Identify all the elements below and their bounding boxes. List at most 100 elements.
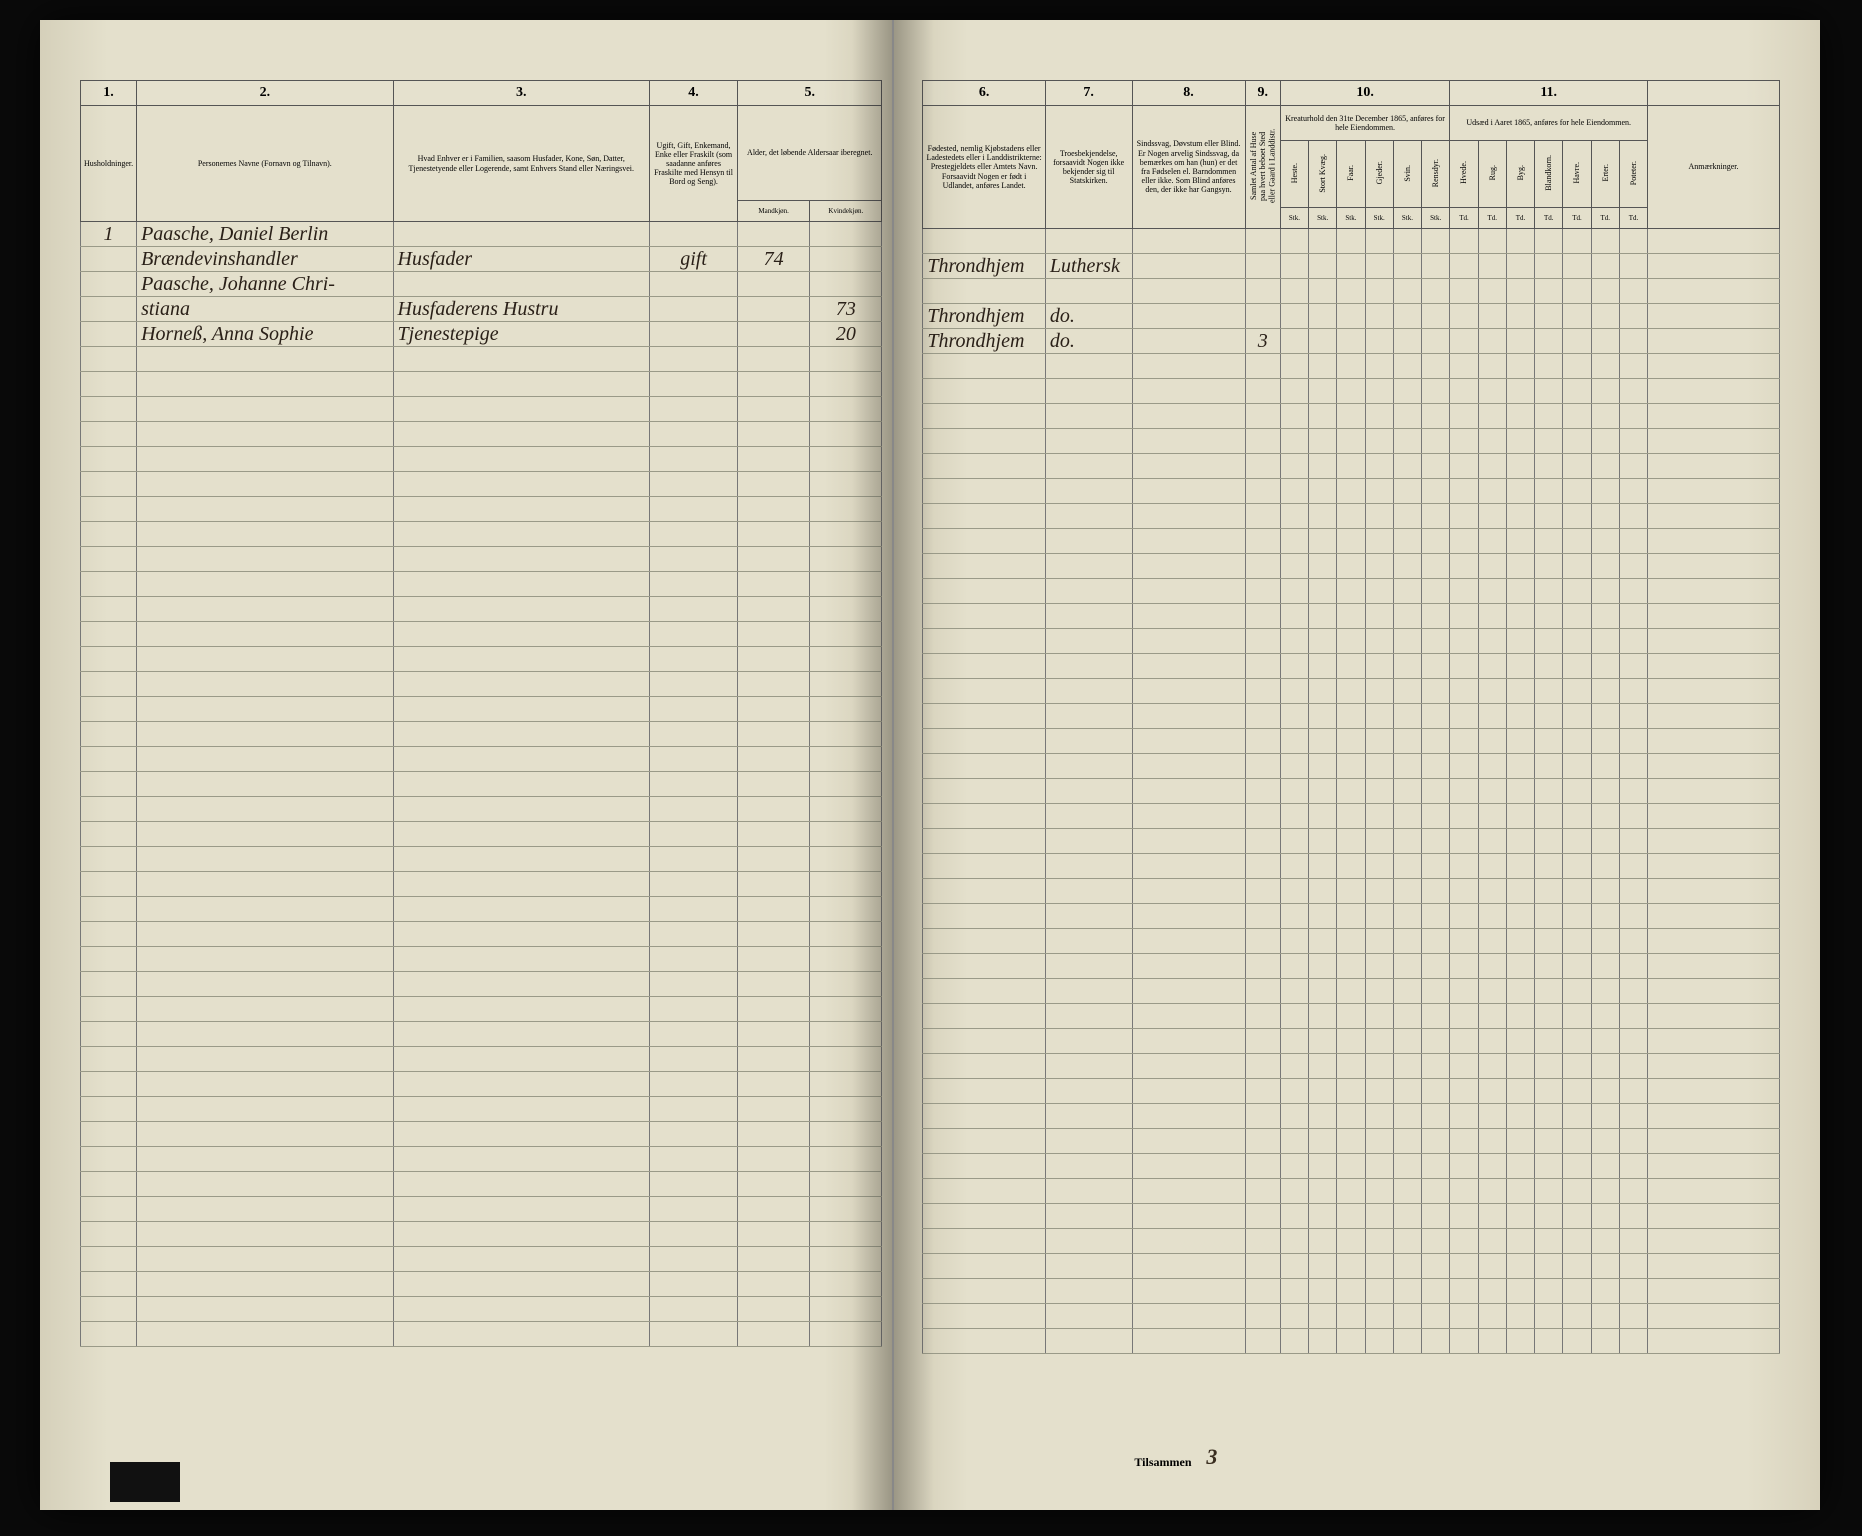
- narrow-cell-8: [1506, 1179, 1534, 1204]
- cell-right-3: [1245, 479, 1280, 504]
- narrow-cell-8: [1506, 954, 1534, 979]
- narrow-cell-8: [1506, 279, 1534, 304]
- narrow-cell-0: [1280, 979, 1308, 1004]
- cell-left-2: [393, 972, 649, 997]
- table-row: [81, 522, 882, 547]
- cell-right-0: [923, 679, 1045, 704]
- narrow-cell-2: [1337, 604, 1365, 629]
- narrow-cell-4: [1393, 904, 1421, 929]
- narrow-cell-3: [1365, 329, 1393, 354]
- cell-right-1: [1045, 504, 1132, 529]
- cell-left-2: [393, 797, 649, 822]
- cell-right-2: [1132, 1279, 1245, 1304]
- narrow-cell-4: [1393, 1104, 1421, 1129]
- cell-right-3: [1245, 1329, 1280, 1354]
- narrow-cell-9: [1535, 229, 1563, 254]
- narrow-cell-2: [1337, 1204, 1365, 1229]
- cell-left-4: [738, 397, 810, 422]
- colnum-2: 2.: [137, 81, 393, 106]
- col11-label-2: Byg.: [1506, 141, 1534, 208]
- narrow-cell-5: [1422, 479, 1450, 504]
- cell-left-5: [810, 247, 882, 272]
- cell-left-0: [81, 722, 137, 747]
- narrow-cell-10: [1563, 1304, 1591, 1329]
- table-row: [81, 922, 882, 947]
- cell-right-1: [1045, 429, 1132, 454]
- cell-left-4: [738, 622, 810, 647]
- cell-anm: [1648, 329, 1780, 354]
- cell-left-4: [738, 722, 810, 747]
- cell-left-0: [81, 572, 137, 597]
- narrow-cell-1: [1309, 929, 1337, 954]
- cell-left-1: Brændevinshandler: [137, 247, 393, 272]
- cell-right-0: [923, 1079, 1045, 1104]
- narrow-cell-7: [1478, 279, 1506, 304]
- cell-left-3: [649, 272, 737, 297]
- narrow-cell-6: [1450, 504, 1478, 529]
- narrow-cell-4: [1393, 1179, 1421, 1204]
- cell-right-3: [1245, 429, 1280, 454]
- narrow-cell-1: [1309, 1054, 1337, 1079]
- narrow-cell-2: [1337, 1054, 1365, 1079]
- narrow-cell-7: [1478, 779, 1506, 804]
- narrow-cell-0: [1280, 504, 1308, 529]
- narrow-cell-1: [1309, 404, 1337, 429]
- cell-left-0: [81, 947, 137, 972]
- table-row: [81, 1122, 882, 1147]
- cell-right-3: [1245, 229, 1280, 254]
- table-row: [923, 979, 1780, 1004]
- narrow-cell-12: [1619, 1029, 1647, 1054]
- cell-right-2: [1132, 1104, 1245, 1129]
- narrow-cell-4: [1393, 1079, 1421, 1104]
- narrow-cell-11: [1591, 529, 1619, 554]
- narrow-cell-10: [1563, 1279, 1591, 1304]
- cell-right-2: [1132, 1129, 1245, 1154]
- table-row: [81, 1147, 882, 1172]
- narrow-cell-11: [1591, 1229, 1619, 1254]
- narrow-cell-12: [1619, 729, 1647, 754]
- narrow-cell-3: [1365, 579, 1393, 604]
- narrow-cell-3: [1365, 804, 1393, 829]
- cell-right-0: [923, 279, 1045, 304]
- cell-left-1: [137, 1322, 393, 1347]
- narrow-cell-2: [1337, 879, 1365, 904]
- narrow-cell-3: [1365, 554, 1393, 579]
- narrow-cell-7: [1478, 404, 1506, 429]
- narrow-cell-11: [1591, 1104, 1619, 1129]
- narrow-cell-7: [1478, 629, 1506, 654]
- cell-left-5: [810, 972, 882, 997]
- cell-left-4: [738, 922, 810, 947]
- cell-right-1: [1045, 529, 1132, 554]
- table-row: [923, 854, 1780, 879]
- cell-left-3: [649, 622, 737, 647]
- cell-left-5: [810, 1122, 882, 1147]
- narrow-cell-6: [1450, 229, 1478, 254]
- narrow-cell-10: [1563, 1154, 1591, 1179]
- narrow-cell-4: [1393, 1029, 1421, 1054]
- table-row: [81, 372, 882, 397]
- narrow-cell-11: [1591, 1154, 1619, 1179]
- cell-right-3: [1245, 954, 1280, 979]
- narrow-cell-7: [1478, 729, 1506, 754]
- cell-right-3: [1245, 1079, 1280, 1104]
- cell-left-3: [649, 1122, 737, 1147]
- narrow-cell-6: [1450, 1229, 1478, 1254]
- narrow-cell-10: [1563, 554, 1591, 579]
- narrow-cell-11: [1591, 1204, 1619, 1229]
- table-row: [81, 572, 882, 597]
- narrow-cell-3: [1365, 379, 1393, 404]
- cell-right-2: [1132, 854, 1245, 879]
- narrow-cell-11: [1591, 329, 1619, 354]
- narrow-cell-0: [1280, 529, 1308, 554]
- cell-left-4: [738, 772, 810, 797]
- cell-left-1: [137, 347, 393, 372]
- cell-right-1: [1045, 779, 1132, 804]
- narrow-cell-4: [1393, 1304, 1421, 1329]
- narrow-cell-10: [1563, 829, 1591, 854]
- narrow-cell-9: [1535, 479, 1563, 504]
- cell-right-1: [1045, 479, 1132, 504]
- cell-left-5: [810, 597, 882, 622]
- narrow-cell-1: [1309, 254, 1337, 279]
- cell-right-0: [923, 779, 1045, 804]
- cell-right-0: [923, 729, 1045, 754]
